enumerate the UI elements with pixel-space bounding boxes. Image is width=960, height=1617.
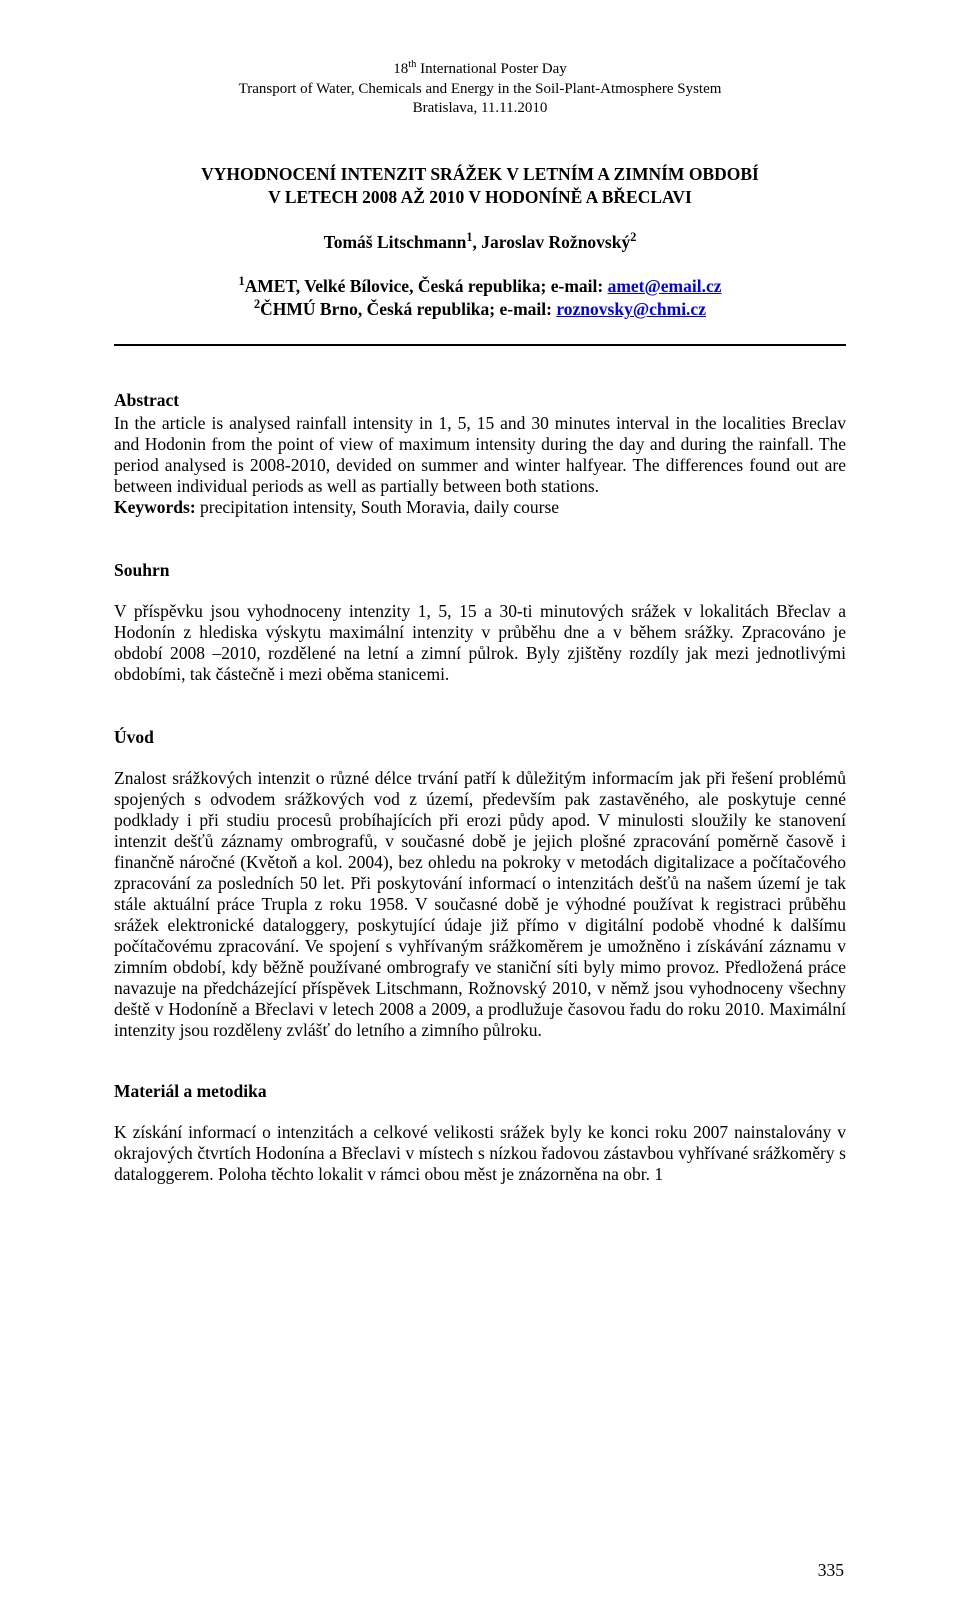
- divider-rule: [114, 344, 846, 346]
- affiliation-2-text: ČHMÚ Brno, Česká republika; e-mail:: [260, 299, 556, 319]
- material-heading: Materiál a metodika: [114, 1081, 846, 1102]
- abstract-heading: Abstract: [114, 390, 846, 411]
- uvod-body: Znalost srážkových intenzit o různé délc…: [114, 768, 846, 1041]
- abstract-section: Abstract In the article is analysed rain…: [114, 390, 846, 518]
- paper-title: VYHODNOCENÍ INTENZIT SRÁŽEK V LETNÍM A Z…: [114, 163, 846, 210]
- authors-line: Tomáš Litschmann1, Jaroslav Rožnovský2: [114, 232, 846, 253]
- uvod-section: Úvod Znalost srážkových intenzit o různé…: [114, 727, 846, 1041]
- authors-sep: ,: [473, 232, 482, 252]
- author-1-name: Tomáš Litschmann: [324, 232, 467, 252]
- affiliation-1: 1AMET, Velké Bílovice, Česká republika; …: [114, 275, 846, 299]
- header-line-2: Transport of Water, Chemicals and Energy…: [114, 80, 846, 100]
- affiliation-1-text: AMET, Velké Bílovice, Česká republika; e…: [245, 276, 608, 296]
- title-line-2: V LETECH 2008 AŽ 2010 V HODONÍNĚ A BŘECL…: [114, 186, 846, 210]
- header-line-3: Bratislava, 11.11.2010: [114, 99, 846, 119]
- page-number: 335: [818, 1560, 844, 1581]
- author-2-name: Jaroslav Rožnovský: [481, 232, 630, 252]
- souhrn-section: Souhrn V příspěvku jsou vyhodnoceny inte…: [114, 560, 846, 685]
- souhrn-body: V příspěvku jsou vyhodnoceny intenzity 1…: [114, 601, 846, 685]
- title-line-1: VYHODNOCENÍ INTENZIT SRÁŽEK V LETNÍM A Z…: [114, 163, 846, 187]
- affiliation-1-email-link[interactable]: amet@email.cz: [608, 276, 722, 296]
- uvod-heading: Úvod: [114, 727, 846, 748]
- header-line-1-pre: 18: [393, 61, 408, 77]
- header-line-1-post: International Poster Day: [416, 61, 566, 77]
- author-2-sup: 2: [630, 230, 636, 244]
- keywords-label: Keywords:: [114, 497, 196, 517]
- abstract-body: In the article is analysed rainfall inte…: [114, 413, 846, 497]
- material-section: Materiál a metodika K získání informací …: [114, 1081, 846, 1185]
- material-body: K získání informací o intenzitách a celk…: [114, 1122, 846, 1185]
- running-header: 18th International Poster Day Transport …: [114, 60, 846, 119]
- header-line-1: 18th International Poster Day: [114, 60, 846, 80]
- keywords-text: precipitation intensity, South Moravia, …: [196, 497, 559, 517]
- affiliation-2: 2ČHMÚ Brno, Česká republika; e-mail: roz…: [114, 298, 846, 322]
- affiliations-block: 1AMET, Velké Bílovice, Česká republika; …: [114, 275, 846, 322]
- keywords-line: Keywords: precipitation intensity, South…: [114, 497, 846, 518]
- affiliation-2-email-link[interactable]: roznovsky@chmi.cz: [556, 299, 706, 319]
- souhrn-heading: Souhrn: [114, 560, 846, 581]
